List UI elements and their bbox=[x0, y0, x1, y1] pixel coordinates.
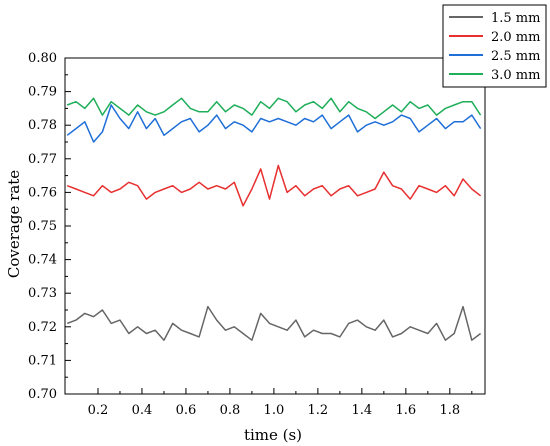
series-line-4 bbox=[66, 97, 482, 120]
legend-label-1: 1.5 mm bbox=[491, 11, 540, 26]
y-tick-label: 0.76 bbox=[28, 185, 57, 200]
x-axis: 0.2 0.4 0.6 0.8 1.0 1.2 1.4 1.6 1.8 bbox=[88, 388, 473, 418]
y-tick-label: 0.70 bbox=[28, 387, 57, 402]
x-tick-label: 0.8 bbox=[220, 403, 241, 418]
y-tick-label: 0.74 bbox=[28, 253, 57, 268]
x-tick-label: 0.6 bbox=[176, 403, 197, 418]
y-tick-label: 0.78 bbox=[28, 118, 57, 133]
y-tick-label: 0.72 bbox=[28, 320, 57, 335]
x-tick-label: 1.6 bbox=[395, 403, 416, 418]
x-tick-label: 0.4 bbox=[132, 403, 153, 418]
legend: 1.5 mm 2.0 mm 2.5 mm 3.0 mm bbox=[442, 4, 547, 88]
x-tick-label: 1.2 bbox=[308, 403, 329, 418]
y-tick-label: 0.79 bbox=[28, 85, 57, 100]
y-tick-label: 0.71 bbox=[28, 353, 57, 368]
x-tick-label: 1.0 bbox=[264, 403, 285, 418]
x-tick-label: 1.4 bbox=[352, 403, 373, 418]
series-line-2 bbox=[66, 164, 482, 207]
y-tick-label: 0.73 bbox=[28, 286, 57, 301]
series-line-3 bbox=[66, 104, 482, 143]
y-tick-label: 0.75 bbox=[28, 219, 57, 234]
x-tick-label: 1.8 bbox=[439, 403, 460, 418]
series-line-1 bbox=[66, 305, 482, 341]
legend-label-4: 3.0 mm bbox=[491, 68, 540, 83]
y-axis: 0.70 0.71 0.72 0.73 0.74 0.75 0.76 0.77 0.78 0.79… bbox=[28, 51, 71, 402]
x-axis-title: time (s) bbox=[244, 426, 302, 444]
legend-label-2: 2.0 mm bbox=[491, 30, 540, 45]
plot-frame bbox=[64, 57, 486, 395]
plot-area bbox=[64, 57, 486, 395]
y-tick-label: 0.80 bbox=[28, 51, 57, 66]
y-tick-label: 0.77 bbox=[28, 152, 57, 167]
x-tick-label: 0.2 bbox=[88, 403, 109, 418]
y-axis-title: Coverage rate bbox=[5, 170, 23, 278]
legend-label-3: 2.5 mm bbox=[491, 49, 540, 64]
